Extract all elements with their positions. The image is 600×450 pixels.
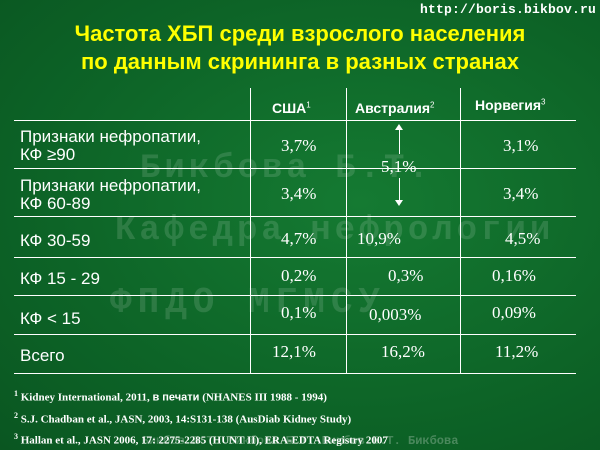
footnote-2: 2 S.J. Chadban et al., JASN, 2003, 14:S1… <box>14 411 352 426</box>
arrow-up-icon <box>395 124 403 130</box>
grid-line <box>14 334 576 335</box>
arrow-down-icon <box>395 200 403 206</box>
row-label-gfr15-29: КФ 15 - 29 <box>20 269 100 288</box>
cell-australia-gfr-lt15: 0,003% <box>369 305 422 324</box>
watermark-bottom: Бикбов Б.Т. Бикбова Б.Т. Бикбов Б.Т. Бик… <box>141 434 459 448</box>
row-label-gfr-lt15: КФ < 15 <box>20 309 81 328</box>
cell-usa-total: 12,1% <box>272 342 316 361</box>
cell-usa-gfr15-29: 0,2% <box>281 266 317 285</box>
grid-line <box>14 120 576 121</box>
cell-australia-gfr15-29: 0,3% <box>388 266 424 285</box>
cell-norway-gfr90: 3,1% <box>503 136 539 155</box>
grid-line <box>250 88 251 373</box>
cell-norway-gfr60-89: 3,4% <box>503 184 539 203</box>
cell-australia-gfr30-59: 10,9% <box>357 229 401 248</box>
arrow-line <box>399 129 400 154</box>
cell-usa-gfr90: 3,7% <box>281 136 317 155</box>
cell-usa-gfr30-59: 4,7% <box>281 229 317 248</box>
cell-australia-total: 16,2% <box>381 342 425 361</box>
arrow-line <box>399 178 400 201</box>
grid-line <box>460 88 461 373</box>
cell-norway-gfr15-29: 0,16% <box>492 266 536 285</box>
cell-usa-gfr60-89: 3,4% <box>281 184 317 203</box>
watermark-line-2: ФПДО МГМСУ <box>110 282 387 323</box>
row-label-nephropathy-gfr60-89: Признаки нефропатии, КФ 60-89 <box>20 176 201 213</box>
grid-line <box>14 373 576 374</box>
grid-line <box>14 257 576 258</box>
site-url: http://boris.bikbov.ru <box>419 2 596 17</box>
title-line-2: по данным скрининга в разных странах <box>81 49 519 74</box>
grid-line <box>14 216 576 217</box>
watermark-line-1: Кафедра нефрологии <box>115 212 555 250</box>
cell-norway-total: 11,2% <box>495 342 539 361</box>
row-label-total: Всего <box>20 346 65 365</box>
title-line-1: Частота ХБП среди взрослого населения <box>74 21 526 46</box>
row-label-gfr30-59: КФ 30-59 <box>20 231 91 250</box>
column-header-norway: Норвегия3 <box>475 97 546 113</box>
footnote-1: 1 Kidney International, 2011, в печати (… <box>14 389 327 404</box>
cell-usa-gfr-lt15: 0,1% <box>281 303 317 322</box>
grid-line <box>14 295 576 296</box>
slide-title: Частота ХБП среди взрослого населения по… <box>0 20 600 76</box>
cell-norway-gfr-lt15: 0,09% <box>492 303 536 322</box>
watermark-name: Бикбова Б.Т. <box>140 150 433 188</box>
column-header-usa: США1 <box>272 100 311 116</box>
cell-norway-gfr30-59: 4,5% <box>505 229 541 248</box>
grid-line <box>14 168 576 169</box>
grid-line <box>346 88 347 373</box>
column-header-australia: Австралия2 <box>355 100 435 116</box>
cell-australia-merged: 5,1% <box>381 157 417 176</box>
footnote-3: 3 Hallan et al., JASN 2006, 17: 2275-228… <box>14 432 388 447</box>
row-label-nephropathy-gfr90: Признаки нефропатии, КФ ≥90 <box>20 127 201 164</box>
